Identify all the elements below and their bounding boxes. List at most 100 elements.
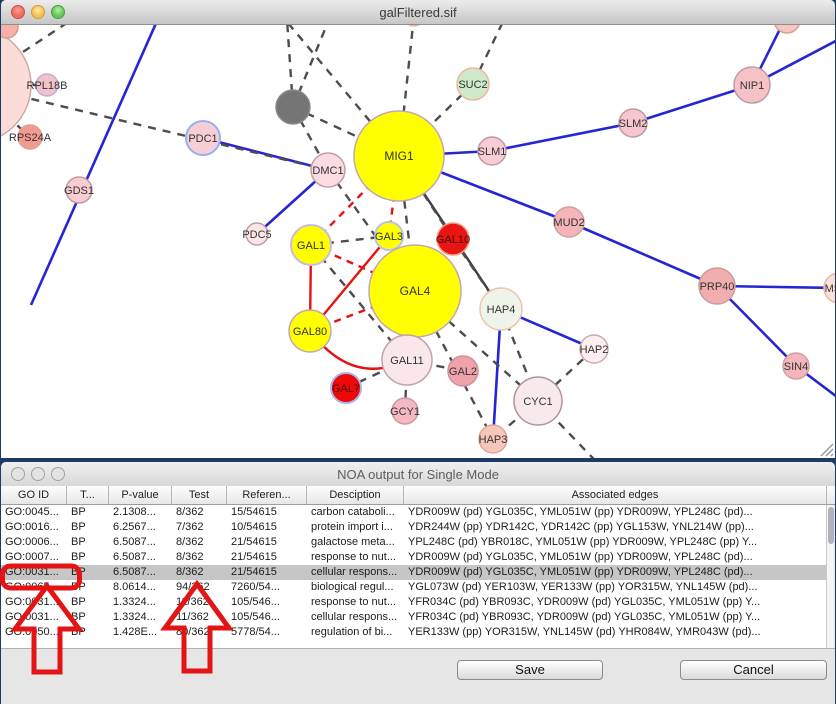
graph-edge-dash[interactable] (345, 358, 408, 390)
graph-edge-blue[interactable] (491, 121, 634, 153)
table-cell: BP (71, 611, 86, 623)
table-cell: 8.0614... (113, 581, 156, 593)
graph-node-prp40[interactable]: PRP40 (698, 267, 736, 305)
column-header-go-id[interactable]: GO ID (1, 486, 67, 504)
table-cell: BP (71, 581, 86, 593)
graph-node-nip1[interactable]: NIP1 (733, 66, 771, 104)
scrollbar-thumb[interactable] (828, 507, 834, 544)
graph-node-gal3[interactable]: GAL3 (374, 221, 404, 251)
graph-node-hap2[interactable]: HAP2 (579, 334, 609, 364)
close-button[interactable] (11, 467, 25, 481)
graph-node-bigleft[interactable] (1, 27, 32, 143)
graph-node-gal4[interactable]: GAL4 (368, 244, 462, 338)
noa-window-titlebar[interactable]: NOA output for Single Mode (1, 462, 835, 487)
graph-node-gcy1[interactable]: GCY1 (390, 397, 420, 425)
graph-node-gal2[interactable]: GAL2 (447, 355, 479, 387)
graph-node-label: SIN4 (784, 361, 808, 373)
table-row[interactable]: GO:0016... BP 6.2567... 7/362 10/54615 protei… (1, 520, 827, 535)
table-row[interactable]: GO:0045... BP 2.1308... 8/362 15/54615 carbon… (1, 505, 827, 520)
table-cell: YGL073W (pd) YER103W, YER133W (pp) YOR31… (408, 581, 758, 593)
table-cell: protein import i... (311, 521, 393, 533)
save-button[interactable]: Save (457, 660, 603, 680)
graph-edge-dash[interactable] (398, 83, 474, 157)
graph-node-hap4[interactable]: HAP4 (479, 287, 523, 331)
graph-window-title: galFiltered.sif (379, 5, 457, 20)
table-cell: response to nut... (311, 551, 396, 563)
graph-node-gal7[interactable]: GAL7 (330, 372, 362, 404)
close-button[interactable] (11, 5, 25, 19)
graph-node-tlpartial[interactable] (1, 25, 19, 39)
graph-edge-dash[interactable] (291, 25, 335, 108)
graph-node-mud2[interactable]: MUD2 (553, 206, 585, 238)
table-row[interactable]: GO:0065... BP 8.0614... 94/362 7260/54... bio… (1, 580, 827, 595)
graph-node-label: CYC1 (523, 396, 552, 408)
graph-edge-dash[interactable] (1, 25, 85, 85)
graph-edge-blue[interactable] (716, 284, 835, 290)
graph-node-rpl18b[interactable]: RPL18B (27, 73, 68, 97)
graph-node-gds1[interactable]: GDS1 (64, 176, 94, 204)
graph-node-sin4[interactable]: SIN4 (782, 352, 810, 380)
graph-node-gal10[interactable]: GAL10 (436, 222, 470, 256)
graph-node-label: GAL4 (400, 284, 431, 298)
graph-node-slm1[interactable]: SLM1 (477, 136, 507, 166)
table-cell: 105/546... (231, 596, 280, 608)
graph-node-trpartial[interactable] (774, 25, 800, 34)
cancel-button[interactable]: Cancel (680, 660, 827, 680)
graph-node-gal11[interactable]: GAL11 (381, 334, 433, 386)
graph-window-titlebar[interactable]: galFiltered.sif (1, 0, 835, 25)
graph-node-label: MUD2 (553, 217, 584, 229)
table-cell: BP (71, 596, 86, 608)
table-cell: GO:0016... (5, 521, 59, 533)
graph-edge-dash[interactable] (1, 85, 329, 172)
graph-node-pdc1[interactable]: PDC1 (185, 120, 221, 156)
table-cell: YPL248C (pd) YBR018C, YML051W (pp) YDR00… (408, 536, 758, 548)
graph-edge-blue[interactable] (568, 220, 718, 288)
table-row-selected[interactable]: GO:0031... BP 6.5087... 8/362 21/54615 cellul… (1, 565, 827, 580)
table-row[interactable]: GO:0031... BP 1.3324... 11/362 105/546... cel… (1, 610, 827, 625)
table-cell: 6.5087... (113, 551, 156, 563)
column-header-test[interactable]: Test (172, 486, 227, 504)
graph-node-pdc5[interactable]: PDC5 (242, 222, 272, 246)
network-canvas[interactable]: RPL18B RPS24A PDC1 GDS1 MIG1 SUC2 SLM1 DMC1 SLM2… (1, 25, 835, 458)
graph-node-darknode[interactable] (275, 89, 311, 125)
graph-edge-blue[interactable] (632, 83, 753, 125)
vertical-scrollbar[interactable] (826, 505, 834, 648)
table-cell: YER133W (pp) YOR315W, YNL145W (pd) YHR08… (408, 626, 761, 638)
graph-node-hap3[interactable]: HAP3 (478, 424, 508, 454)
table-cell: YFR034C (pd) YBR093C, YDR009W (pd) YGL03… (408, 611, 761, 623)
graph-node-label: MSL1 (825, 283, 835, 295)
table-row[interactable]: GO:0006... BP 6.5087... 8/362 21/54615 galact… (1, 535, 827, 550)
graph-edge-blue[interactable] (29, 25, 173, 306)
graph-node-msl1[interactable]: MSL1 (823, 272, 835, 304)
column-header-p-value[interactable]: P-value (109, 486, 172, 504)
graph-node-suc2[interactable]: SUC2 (456, 67, 490, 101)
graph-edge-dash[interactable] (413, 290, 495, 440)
table-row[interactable]: GO:0007... BP 6.5087... 8/362 21/54615 respon… (1, 550, 827, 565)
graph-node-greentop[interactable] (404, 25, 424, 27)
graph-node-mig1[interactable]: MIG1 (353, 110, 445, 202)
column-header-associated-edges[interactable]: Associated edges (404, 486, 827, 504)
minimize-button[interactable] (31, 467, 45, 481)
column-header-t[interactable]: T... (67, 486, 109, 504)
zoom-button[interactable] (51, 467, 65, 481)
minimize-button[interactable] (31, 5, 45, 19)
graph-node-dmc1[interactable]: DMC1 (310, 152, 346, 188)
graph-edge-dash[interactable] (1, 85, 31, 138)
zoom-button[interactable] (51, 5, 65, 19)
graph-node-cyc1[interactable]: CYC1 (513, 376, 563, 426)
table-cell: regulation of bi... (311, 626, 393, 638)
graph-node-gal80[interactable]: GAL80 (288, 309, 332, 353)
table-cell: 21/54615 (231, 536, 277, 548)
graph-node-label: GAL2 (449, 366, 477, 378)
graph-node-slm2[interactable]: SLM2 (618, 108, 648, 138)
column-header-referen[interactable]: Referen... (227, 486, 307, 504)
table-row[interactable]: GO:0050... BP 1.428E... 80/362 5778/54... reg… (1, 625, 827, 640)
graph-node-label: PDC5 (242, 229, 271, 241)
graph-edge-dash[interactable] (414, 290, 539, 402)
table-cell: GO:0031... (5, 596, 59, 608)
column-header-desciption[interactable]: Desciption (307, 486, 404, 504)
resize-grip[interactable] (820, 443, 834, 457)
table-row[interactable]: GO:0031... BP 1.3324... 11/362 105/546... res… (1, 595, 827, 610)
graph-node-gal1[interactable]: GAL1 (290, 224, 332, 266)
graph-node-rps24a[interactable]: RPS24A (9, 124, 52, 150)
